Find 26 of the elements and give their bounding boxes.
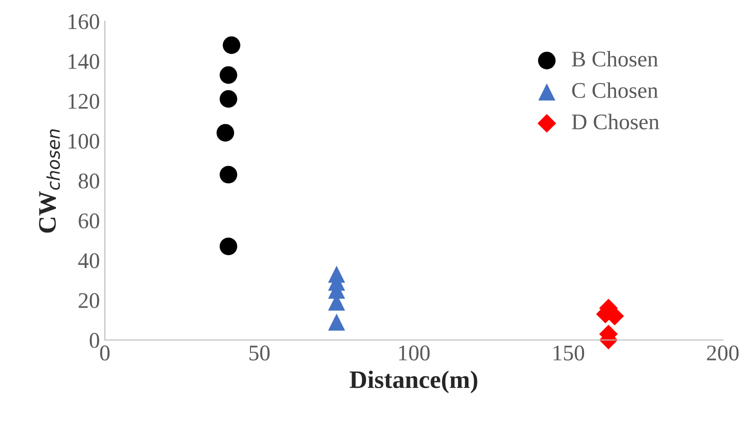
y-axis-title: CW$_{chosen}$ [39, 129, 60, 233]
point [220, 90, 238, 108]
y-tick-label: 20 [78, 293, 100, 308]
y-tick-label: 160 [68, 14, 100, 30]
point [220, 166, 238, 184]
point [220, 238, 238, 256]
y-tick-label: 60 [78, 213, 100, 228]
y-tick-label: 120 [68, 94, 100, 109]
y-tick-label: 140 [68, 54, 100, 70]
x-tick-label: 100 [399, 346, 430, 360]
y-tick-label: 100 [68, 134, 100, 149]
x-tick-label: 50 [250, 346, 270, 360]
x-tick-label: 150 [554, 346, 584, 360]
y-tick-label: 80 [78, 174, 100, 189]
point [328, 314, 346, 331]
point [222, 36, 240, 54]
point [216, 124, 234, 142]
y-tick-label: 0 [90, 332, 100, 348]
legend-label: C Chosen [572, 82, 658, 98]
legend-label: B Chosen [572, 50, 658, 67]
point [220, 66, 238, 84]
x-tick-label: 0 [100, 346, 110, 360]
legend-label: D Chosen [572, 114, 660, 130]
y-tick-label: 40 [78, 253, 100, 268]
x-tick-label: 200 [707, 346, 739, 360]
x-axis-title: Distance(m) [350, 370, 478, 394]
